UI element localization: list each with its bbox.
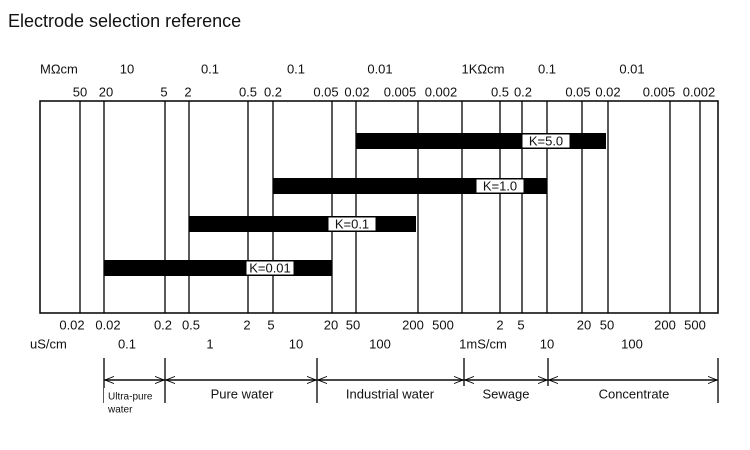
bottom-minor-label: 50: [600, 317, 614, 332]
top-minor-label: 20: [99, 84, 113, 99]
range-label: water: [107, 405, 133, 416]
bottom-minor-label: 50: [346, 317, 360, 332]
bottom-minor-label: 200: [402, 317, 424, 332]
top-minor-label: 0.05: [313, 84, 338, 99]
bottom-major-label: 10: [540, 336, 554, 351]
top-minor-label: 0.5: [491, 84, 509, 99]
top-major-label: 10: [120, 61, 134, 76]
range-label: Industrial water: [346, 386, 435, 401]
top-minor-label: 0.02: [595, 84, 620, 99]
range-label-bg: [579, 386, 689, 404]
range-label: Ultra-pure: [108, 392, 153, 403]
bottom-minor-label: 500: [432, 317, 454, 332]
bottom-minor-label: 0.02: [95, 317, 120, 332]
bottom-major-label: 100: [621, 336, 643, 351]
top-minor-label: 0.02: [344, 84, 369, 99]
range-label-bg: [335, 386, 445, 404]
top-minor-label: 0.005: [643, 84, 676, 99]
bottom-unit: uS/cm: [30, 336, 67, 351]
bottom-minor-label: 20: [324, 317, 338, 332]
range-label: Concentrate: [599, 386, 670, 401]
top-minor-label: 0.005: [384, 84, 417, 99]
top-major-label: 1KΩcm: [462, 61, 505, 76]
top-major-label: 0.1: [287, 61, 305, 76]
top-unit: MΩcm: [40, 61, 78, 76]
bar-label: K=5.0: [529, 133, 563, 148]
top-minor-label: 0.002: [683, 84, 716, 99]
bar-label: K=0.1: [335, 216, 369, 231]
bar-label-box: [245, 260, 295, 276]
top-major-label: 0.1: [201, 61, 219, 76]
range-label-bg: [451, 386, 561, 404]
top-minor-label: 5: [160, 84, 167, 99]
bottom-major-label: 0.1: [118, 336, 136, 351]
bar-label-box: [475, 178, 525, 194]
top-major-label: 0.01: [619, 61, 644, 76]
top-minor-label: 0.2: [264, 84, 282, 99]
bottom-major-label: 1mS/cm: [459, 336, 507, 351]
range-label-bg: [187, 386, 297, 404]
bottom-minor-label: 200: [654, 317, 676, 332]
top-minor-label: 0.5: [239, 84, 257, 99]
bottom-minor-label: 0.02: [59, 317, 84, 332]
top-minor-label: 0.2: [514, 84, 532, 99]
bottom-minor-label: 0.2: [154, 317, 172, 332]
top-major-label: 0.1: [538, 61, 556, 76]
bars: K=5.0 K=1.0 K=0.1 K=0.01: [104, 133, 606, 276]
frame: [39, 100, 719, 314]
bottom-major-label: 100: [369, 336, 391, 351]
top-minor-label: 0.05: [565, 84, 590, 99]
range-label: Sewage: [483, 386, 530, 401]
bottom-major-label: 1: [206, 336, 213, 351]
bar-label: K=1.0: [483, 178, 517, 193]
range-label-bg: [104, 388, 164, 418]
ranges: Ultra-pure water Pure water Industrial wate…: [103, 358, 719, 418]
range-label: Pure water: [211, 386, 275, 401]
top-minor-label: 0.002: [425, 84, 458, 99]
bar-label-box: [327, 216, 377, 232]
bar-label-box: [521, 133, 571, 149]
bottom-minor-label: 2: [243, 317, 250, 332]
bottom-minor-label: 5: [517, 317, 524, 332]
bottom-minor-label: 5: [267, 317, 274, 332]
top-minor-label: 2: [184, 84, 191, 99]
bar: [189, 216, 416, 232]
title: Electrode selection reference: [8, 11, 241, 31]
bottom-minor-label: 500: [684, 317, 706, 332]
bottom-minor-label: 0.5: [182, 317, 200, 332]
bar: [104, 260, 332, 276]
bottom-minor-label: 2: [496, 317, 503, 332]
grid: [79, 101, 701, 313]
bottom-minor-label: 20: [577, 317, 591, 332]
top-major-label: 0.01: [367, 61, 392, 76]
bar-label: K=0.01: [249, 260, 291, 275]
bottom-major-label: 10: [289, 336, 303, 351]
top-minor-label: 50: [73, 84, 87, 99]
